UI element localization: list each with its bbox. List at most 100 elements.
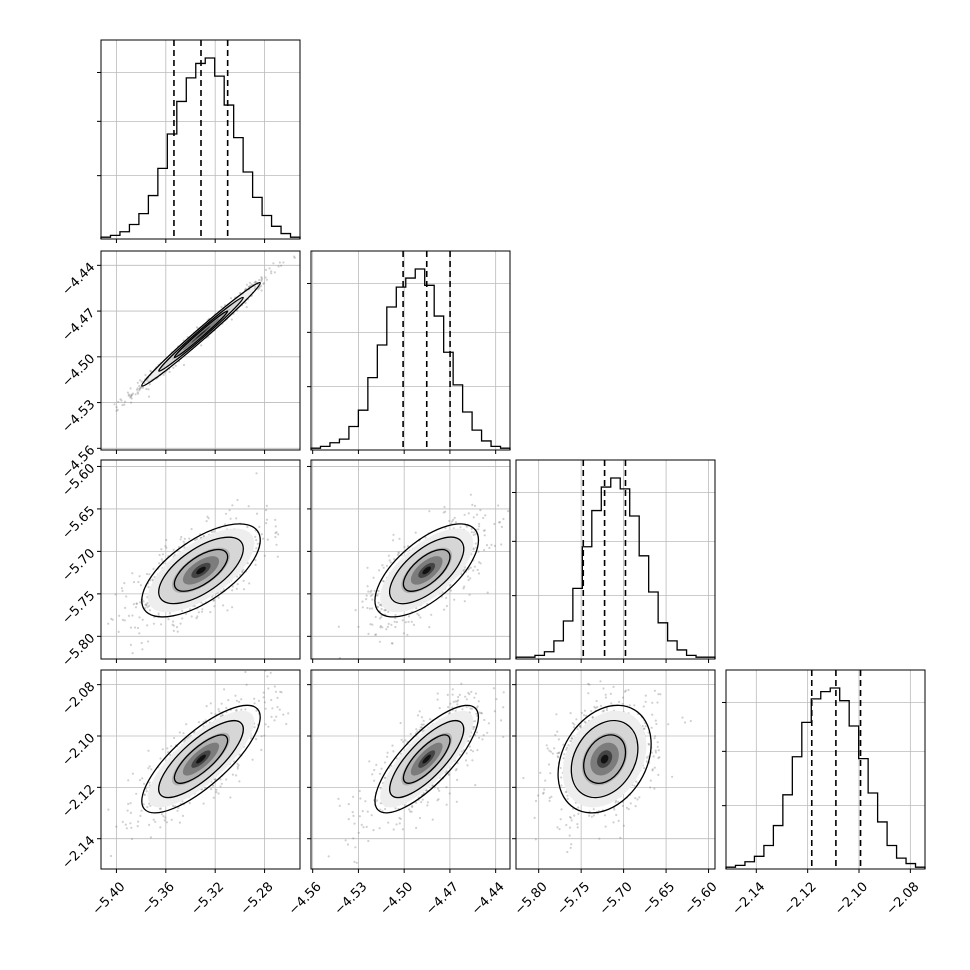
scatter-point xyxy=(366,566,369,569)
scatter-point xyxy=(149,836,152,839)
scatter-point xyxy=(139,584,142,587)
scatter-point xyxy=(605,709,609,712)
scatter-point xyxy=(182,732,185,735)
scatter-point xyxy=(645,760,648,763)
panel-1-1 xyxy=(307,250,511,454)
scatter-point xyxy=(327,855,330,858)
scatter-point xyxy=(568,815,572,819)
scatter-point xyxy=(570,819,573,822)
scatter-point xyxy=(472,533,475,537)
scatter-point xyxy=(436,799,439,802)
panel-2-0: −5.80−5.75−5.70−5.65−5.60 xyxy=(60,459,301,670)
panel-frame xyxy=(310,669,511,870)
scatter-point xyxy=(92,825,94,827)
scatter-point xyxy=(569,816,573,820)
density-fill-5 xyxy=(196,754,206,764)
scatter-point xyxy=(137,820,140,823)
scatter-point xyxy=(150,768,153,771)
scatter-point xyxy=(139,387,142,390)
scatter-point xyxy=(167,751,170,754)
scatter-point xyxy=(623,690,627,693)
scatter-point xyxy=(301,240,303,242)
scatter-point xyxy=(134,606,138,609)
scatter-point xyxy=(436,787,440,790)
scatter-point xyxy=(395,823,398,826)
scatter-point xyxy=(235,587,238,590)
scatter-point xyxy=(563,753,566,756)
scatter-point xyxy=(147,749,150,752)
y-tick-label: −4.47 xyxy=(60,306,99,345)
scatter-point xyxy=(361,810,364,813)
scatter-point xyxy=(371,598,374,601)
scatter-point xyxy=(179,538,182,541)
scatter-point xyxy=(111,618,114,621)
scatter-point xyxy=(273,685,276,688)
scatter-point xyxy=(209,611,212,614)
scatter-point xyxy=(136,381,139,384)
scatter-point xyxy=(235,774,238,777)
scatter-point xyxy=(138,379,142,382)
scatter-point xyxy=(627,808,630,811)
scatter-point xyxy=(195,326,198,329)
scatter-point xyxy=(139,386,142,389)
scatter-point xyxy=(406,633,409,636)
scatter-point xyxy=(558,751,561,754)
scatter-point xyxy=(469,577,472,580)
y-tick-label: −5.70 xyxy=(60,546,99,585)
scatter-point xyxy=(136,391,139,394)
scatter-point xyxy=(463,513,466,516)
scatter-point xyxy=(188,802,191,805)
scatter-point xyxy=(246,525,249,529)
scatter-point xyxy=(458,693,461,697)
scatter-point xyxy=(160,623,163,626)
scatter-point xyxy=(378,772,382,775)
scatter-point xyxy=(657,693,660,696)
scatter-point xyxy=(126,391,129,394)
scatter-point xyxy=(241,571,244,574)
scatter-point xyxy=(656,701,659,704)
scatter-point xyxy=(400,738,403,741)
x-tick-label: −5.60 xyxy=(682,879,721,918)
scatter-point xyxy=(235,699,238,702)
scatter-point xyxy=(583,720,586,724)
scatter-point xyxy=(468,745,471,748)
scatter-point xyxy=(135,602,138,605)
scatter-point xyxy=(488,546,491,550)
scatter-point xyxy=(449,702,452,705)
scatter-point xyxy=(621,804,625,808)
scatter-point xyxy=(141,777,144,780)
panel-frame xyxy=(100,39,301,240)
scatter-point xyxy=(234,694,237,697)
scatter-point xyxy=(500,719,503,722)
scatter-point xyxy=(482,734,485,737)
scatter-point xyxy=(556,756,560,759)
histogram-step xyxy=(725,687,926,869)
scatter-point xyxy=(131,772,134,775)
scatter-point xyxy=(131,614,134,617)
scatter-point xyxy=(483,718,486,722)
scatter-point xyxy=(656,745,659,748)
panel-3-1: −4.56 −4.53 −4.50 −4.47 −4.44 xyxy=(286,669,511,918)
scatter-point xyxy=(424,536,427,539)
scatter-point xyxy=(371,623,374,626)
scatter-point xyxy=(227,699,230,702)
panel-frame xyxy=(725,669,926,870)
scatter-point xyxy=(365,825,368,829)
scatter-point xyxy=(142,803,145,806)
scatter-point xyxy=(271,707,274,710)
scatter-point xyxy=(612,685,615,689)
scatter-point xyxy=(533,816,536,820)
scatter-point xyxy=(260,748,263,752)
scatter-point xyxy=(236,765,239,768)
scatter-point xyxy=(210,788,213,791)
scatter-point xyxy=(615,813,618,817)
scatter-point xyxy=(580,711,583,715)
scatter-point xyxy=(161,553,165,556)
scatter-point xyxy=(161,748,164,751)
scatter-point xyxy=(176,630,179,633)
scatter-point xyxy=(123,403,126,406)
scatter-point xyxy=(569,712,572,715)
scatter-point xyxy=(367,839,370,843)
scatter-point xyxy=(472,750,475,753)
scatter-point xyxy=(262,282,266,285)
